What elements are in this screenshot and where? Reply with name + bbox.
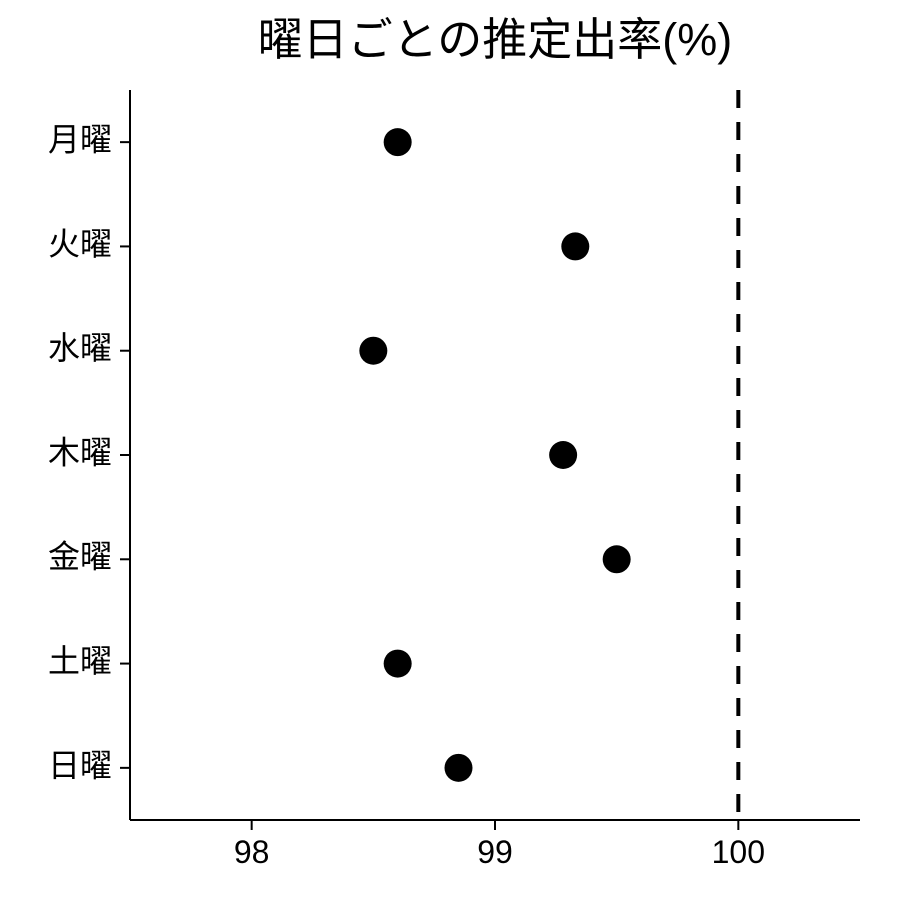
x-tick-label: 98 [234,834,270,870]
x-tick-label: 100 [712,834,765,870]
chart-container: 曜日ごとの推定出率(%) 98 99 100 月曜火曜水曜木曜金曜土曜日曜 [0,0,900,900]
data-point [359,337,387,365]
dot-plot-chart: 曜日ごとの推定出率(%) 98 99 100 月曜火曜水曜木曜金曜土曜日曜 [0,0,900,900]
data-point [384,650,412,678]
x-tick-label: 99 [477,834,513,870]
y-tick-label: 月曜 [48,122,112,158]
data-point [603,545,631,573]
y-tick-label: 火曜 [48,226,112,262]
data-point [384,128,412,156]
data-point [445,754,473,782]
data-point [549,441,577,469]
y-tick-label: 土曜 [48,643,112,679]
y-tick-label: 日曜 [48,747,112,783]
chart-title: 曜日ごとの推定出率(%) [258,14,733,65]
data-point [561,232,589,260]
y-tick-label: 金曜 [48,539,112,575]
y-tick-label: 木曜 [48,434,112,470]
y-tick-label: 水曜 [48,330,112,366]
